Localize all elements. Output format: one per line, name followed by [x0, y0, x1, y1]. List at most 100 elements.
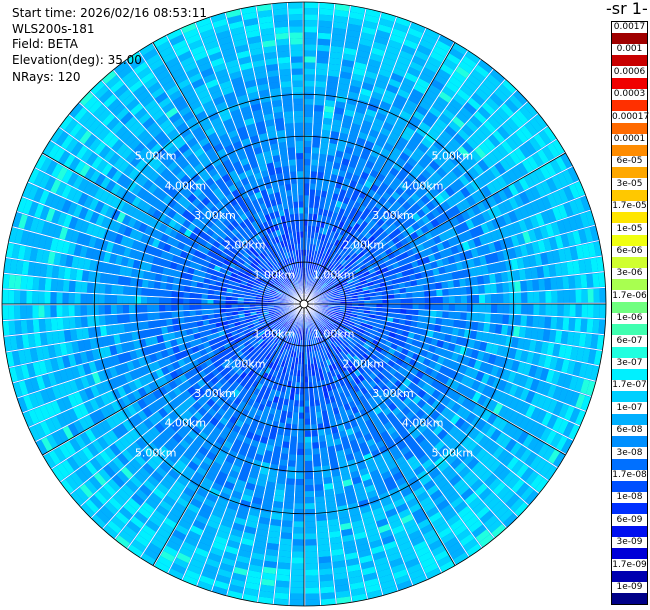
beta-gate	[381, 334, 389, 341]
beta-gate	[340, 235, 347, 244]
beta-gate	[326, 154, 335, 163]
beta-gate	[336, 273, 343, 279]
beta-gate	[385, 352, 393, 360]
beta-gate	[580, 274, 588, 289]
beta-gate	[412, 309, 419, 316]
beta-gate	[362, 316, 369, 321]
beta-gate	[381, 470, 392, 481]
ray-gap	[303, 194, 586, 305]
beta-gate	[479, 452, 492, 465]
beta-gate	[369, 169, 379, 179]
beta-gate	[447, 360, 457, 370]
beta-gate	[165, 318, 173, 326]
beta-gate	[474, 64, 490, 78]
beta-gate	[333, 481, 343, 489]
beta-gate	[464, 424, 476, 437]
beta-gate	[545, 291, 552, 303]
beta-gate	[371, 239, 379, 247]
beta-gate	[323, 275, 329, 282]
beta-gate	[352, 264, 360, 271]
beta-gate	[459, 251, 468, 261]
beta-gate	[428, 539, 443, 551]
beta-gate	[314, 98, 325, 106]
beta-gate	[479, 361, 488, 373]
beta-gate	[370, 149, 380, 159]
beta-gate	[319, 342, 324, 350]
beta-gate	[347, 134, 358, 143]
beta-gate	[409, 568, 425, 580]
beta-gate	[399, 152, 410, 162]
beta-gate	[311, 250, 316, 257]
beta-gate	[356, 49, 370, 59]
beta-gate	[341, 158, 350, 166]
beta-gate	[322, 240, 328, 248]
beta-gate	[508, 384, 519, 397]
beta-gate	[350, 316, 357, 321]
beta-gate	[368, 219, 377, 228]
beta-gate	[344, 546, 357, 555]
beta-gate	[508, 210, 518, 223]
beta-gate	[319, 202, 325, 210]
beta-gate	[379, 360, 388, 369]
beta-gate	[189, 304, 196, 311]
beta-gate	[564, 345, 573, 360]
beta-gate	[465, 412, 477, 424]
beta-gate	[171, 317, 179, 325]
beta-gate	[421, 382, 431, 393]
beta-gate	[320, 281, 326, 287]
beta-gate	[341, 384, 348, 393]
beta-gate	[339, 309, 346, 313]
beta-gate	[329, 395, 336, 404]
beta-gate	[350, 514, 362, 523]
beta-gate	[387, 240, 395, 248]
beta-gate	[359, 325, 367, 331]
beta-gate	[424, 417, 435, 428]
beta-gate	[325, 241, 331, 249]
beta-gate	[458, 466, 471, 479]
beta-gate	[449, 263, 458, 272]
beta-gate	[515, 292, 522, 303]
beta-gate	[400, 293, 407, 299]
beta-gate	[483, 138, 496, 151]
beta-gate	[310, 418, 317, 425]
beta-gate	[364, 216, 372, 224]
beta-gate	[380, 316, 388, 322]
beta-gate	[417, 341, 425, 349]
beta-gate	[403, 126, 415, 137]
beta-gate	[316, 68, 328, 76]
beta-gate	[376, 173, 386, 183]
beta-gate	[128, 295, 136, 304]
ray-gap	[303, 50, 469, 305]
beta-gate	[380, 214, 389, 223]
beta-gate	[531, 352, 541, 366]
beta-gate	[539, 304, 546, 316]
ray-gap	[303, 303, 508, 529]
beta-gate	[323, 353, 329, 361]
beta-gate	[305, 509, 316, 516]
beta-gate	[362, 257, 370, 265]
beta-gate	[488, 477, 502, 491]
beta-gate	[328, 364, 334, 372]
beta-gate	[389, 181, 399, 191]
beta-gate	[438, 113, 452, 125]
beta-gate	[347, 23, 362, 32]
beta-gate	[317, 323, 322, 330]
beta-gate	[459, 346, 468, 356]
beta-gate	[249, 304, 256, 307]
beta-gate	[524, 376, 534, 390]
beta-gate	[413, 419, 424, 430]
beta-gate	[146, 296, 154, 304]
beta-gate	[545, 430, 557, 445]
beta-gate	[372, 41, 387, 51]
beta-gate	[525, 404, 536, 418]
beta-gate	[544, 278, 552, 291]
beta-gate	[599, 304, 606, 319]
beta-gate	[313, 472, 323, 479]
beta-gate	[329, 328, 336, 334]
beta-gate	[566, 360, 576, 375]
beta-gate	[315, 405, 322, 413]
beta-gate	[432, 171, 443, 183]
beta-gate	[521, 159, 534, 173]
beta-gate	[487, 333, 495, 344]
beta-gate	[400, 513, 414, 525]
